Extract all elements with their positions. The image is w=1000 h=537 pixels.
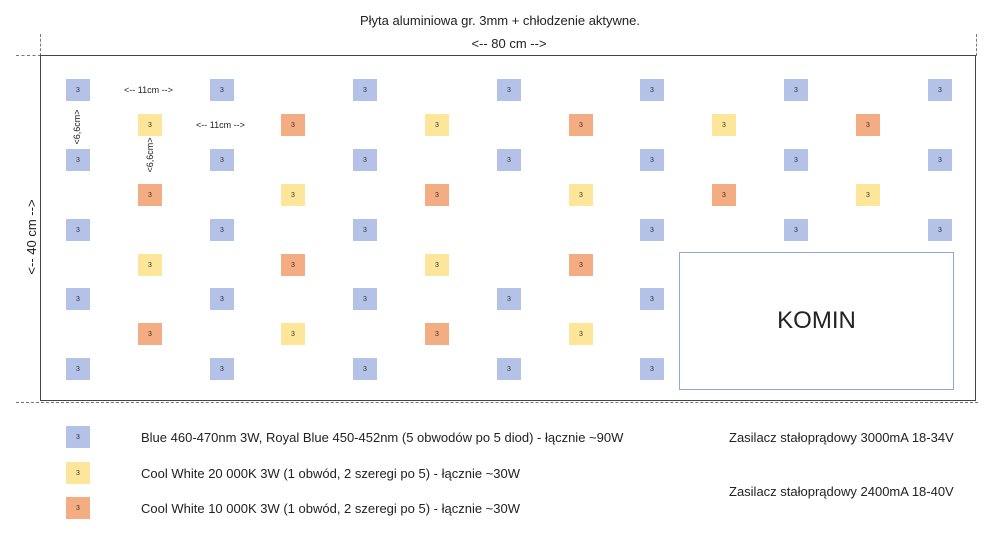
legend-text-blue: Blue 460-470nm 3W, Royal Blue 450-452nm … [141,429,624,445]
led-yellow: 3 [712,114,736,136]
led-yellow: 3 [281,184,305,206]
legend-text-orange: Cool White 10 000K 3W (1 obwód, 2 szereg… [141,500,520,516]
led-yellow: 3 [569,323,593,345]
led-orange: 3 [569,114,593,136]
dim-line-top [16,55,41,56]
led-blue: 3 [66,79,90,101]
led-blue: 3 [353,288,377,310]
led-orange: 3 [856,114,880,136]
led-orange: 3 [138,184,162,206]
spacing-note-vertical-2: <6,6cm> [145,137,155,173]
led-yellow: 3 [425,254,449,276]
led-blue: 3 [640,219,664,241]
led-blue: 3 [210,358,234,380]
legend-swatch-yellow: 3 [66,462,90,484]
led-yellow: 3 [281,323,305,345]
led-blue: 3 [210,79,234,101]
led-blue: 3 [497,79,521,101]
legend-swatch-blue: 3 [66,426,90,448]
led-blue: 3 [928,79,952,101]
led-orange: 3 [569,254,593,276]
legend-swatch-orange: 3 [66,497,90,519]
dim-line-left [40,34,41,56]
led-blue: 3 [66,149,90,171]
led-orange: 3 [712,184,736,206]
legend-row-orange: 3 Cool White 10 000K 3W (1 obwód, 2 szer… [66,497,520,519]
led-yellow: 3 [425,114,449,136]
led-orange: 3 [281,254,305,276]
led-blue: 3 [784,79,808,101]
chimney-area: KOMIN [679,252,954,390]
power-supply-2: Zasilacz stałoprądowy 2400mA 18-40V [729,484,954,499]
led-orange: 3 [425,184,449,206]
led-blue: 3 [640,288,664,310]
spacing-note-vertical-1: <6,6cm> [72,109,82,145]
led-yellow: 3 [856,184,880,206]
led-yellow: 3 [569,184,593,206]
width-dimension-label: <-- 80 cm --> [471,36,547,51]
led-blue: 3 [66,358,90,380]
led-blue: 3 [353,79,377,101]
led-orange: 3 [138,323,162,345]
led-orange: 3 [425,323,449,345]
legend-text-yellow: Cool White 20 000K 3W (1 obwód, 2 szereg… [141,465,520,481]
led-blue: 3 [353,149,377,171]
led-blue: 3 [640,149,664,171]
led-blue: 3 [353,358,377,380]
power-supply-1: Zasilacz stałoprądowy 3000mA 18-34V [729,430,954,445]
led-blue: 3 [210,288,234,310]
led-blue: 3 [784,219,808,241]
legend-row-blue: 3 Blue 460-470nm 3W, Royal Blue 450-452n… [66,426,623,448]
led-blue: 3 [928,149,952,171]
led-blue: 3 [210,149,234,171]
led-blue: 3 [210,219,234,241]
spacing-note-horizontal-1: <-- 11cm --> [124,85,173,95]
led-blue: 3 [497,358,521,380]
legend-row-yellow: 3 Cool White 20 000K 3W (1 obwód, 2 szer… [66,462,520,484]
led-blue: 3 [784,149,808,171]
aluminium-board [40,55,976,401]
spacing-note-horizontal-2: <-- 11cm --> [196,120,245,130]
led-yellow: 3 [138,254,162,276]
dim-line-bottom [16,402,978,403]
led-blue: 3 [353,219,377,241]
led-blue: 3 [497,149,521,171]
led-blue: 3 [66,288,90,310]
led-blue: 3 [640,79,664,101]
led-orange: 3 [281,114,305,136]
diagram-title: Płyta aluminiowa gr. 3mm + chłodzenie ak… [360,13,640,28]
led-blue: 3 [640,358,664,380]
dim-line-right [976,34,977,56]
led-blue: 3 [66,219,90,241]
led-yellow: 3 [138,114,162,136]
led-blue: 3 [928,219,952,241]
height-dimension-label: <-- 40 cm --> [24,199,39,275]
led-blue: 3 [497,288,521,310]
